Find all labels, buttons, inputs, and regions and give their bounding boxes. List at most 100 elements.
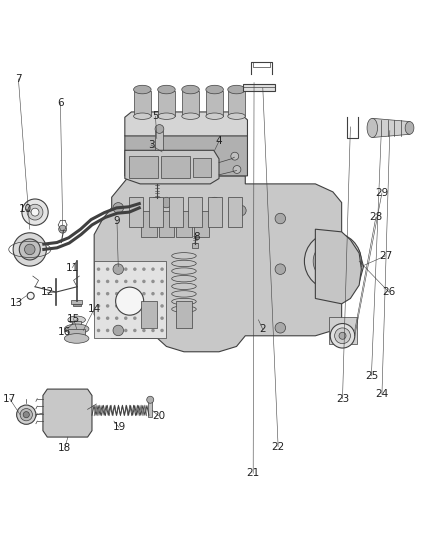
Bar bbox=[159, 211, 174, 237]
Circle shape bbox=[97, 304, 100, 308]
Ellipse shape bbox=[182, 113, 199, 119]
Bar bbox=[188, 197, 202, 227]
Circle shape bbox=[115, 304, 118, 308]
Text: 8: 8 bbox=[193, 232, 200, 241]
Circle shape bbox=[151, 329, 155, 332]
Text: 6: 6 bbox=[57, 98, 64, 108]
Text: 12: 12 bbox=[41, 287, 54, 297]
Text: 2: 2 bbox=[259, 325, 266, 334]
Bar bbox=[129, 156, 158, 178]
Circle shape bbox=[115, 268, 118, 271]
Circle shape bbox=[97, 268, 100, 271]
Text: 29: 29 bbox=[375, 188, 389, 198]
Text: 4: 4 bbox=[215, 136, 223, 146]
Circle shape bbox=[97, 280, 100, 283]
Text: 23: 23 bbox=[336, 394, 349, 403]
Text: 16: 16 bbox=[58, 327, 71, 336]
Bar bbox=[194, 211, 209, 237]
Bar bbox=[153, 197, 160, 207]
Text: 17: 17 bbox=[3, 394, 16, 403]
Circle shape bbox=[151, 268, 155, 271]
Text: 7: 7 bbox=[15, 74, 22, 84]
Circle shape bbox=[31, 208, 39, 216]
Bar bbox=[141, 211, 157, 237]
Circle shape bbox=[115, 329, 118, 332]
Circle shape bbox=[142, 329, 146, 332]
Text: 20: 20 bbox=[152, 411, 165, 421]
Bar bbox=[228, 91, 245, 116]
Text: 25: 25 bbox=[365, 371, 378, 381]
Circle shape bbox=[124, 292, 127, 295]
Circle shape bbox=[106, 292, 110, 295]
Bar bbox=[129, 197, 143, 227]
Bar bbox=[71, 300, 82, 304]
Bar bbox=[208, 197, 222, 227]
Ellipse shape bbox=[64, 334, 89, 343]
Bar bbox=[149, 197, 163, 227]
Circle shape bbox=[160, 329, 164, 332]
Circle shape bbox=[275, 264, 286, 274]
Circle shape bbox=[20, 408, 32, 421]
Circle shape bbox=[116, 287, 144, 315]
Circle shape bbox=[124, 280, 127, 283]
Bar bbox=[73, 304, 81, 306]
Circle shape bbox=[97, 292, 100, 295]
Circle shape bbox=[115, 280, 118, 283]
Polygon shape bbox=[125, 131, 247, 176]
Ellipse shape bbox=[134, 113, 151, 119]
Circle shape bbox=[124, 268, 127, 271]
Circle shape bbox=[233, 166, 241, 173]
Circle shape bbox=[209, 197, 220, 208]
Circle shape bbox=[304, 233, 361, 289]
Circle shape bbox=[142, 280, 146, 283]
Circle shape bbox=[19, 239, 40, 260]
Circle shape bbox=[133, 329, 137, 332]
Circle shape bbox=[160, 317, 164, 320]
Text: 13: 13 bbox=[10, 298, 23, 308]
Circle shape bbox=[142, 268, 146, 271]
Circle shape bbox=[133, 280, 137, 283]
Circle shape bbox=[236, 205, 246, 216]
Text: 9: 9 bbox=[113, 216, 120, 226]
Ellipse shape bbox=[68, 325, 85, 333]
Polygon shape bbox=[125, 112, 247, 136]
Bar bbox=[206, 91, 223, 116]
Bar bbox=[148, 401, 152, 417]
Circle shape bbox=[106, 280, 110, 283]
Circle shape bbox=[22, 199, 48, 225]
Circle shape bbox=[313, 241, 353, 281]
Bar bbox=[158, 91, 175, 116]
Polygon shape bbox=[94, 176, 364, 352]
Text: 21: 21 bbox=[247, 469, 260, 478]
Circle shape bbox=[151, 280, 155, 283]
Circle shape bbox=[106, 304, 110, 308]
Circle shape bbox=[17, 405, 36, 424]
Circle shape bbox=[133, 268, 137, 271]
Text: 28: 28 bbox=[369, 213, 382, 222]
Polygon shape bbox=[125, 150, 219, 184]
Ellipse shape bbox=[182, 85, 199, 94]
Ellipse shape bbox=[158, 113, 175, 119]
Circle shape bbox=[124, 304, 127, 308]
Bar bbox=[134, 91, 151, 116]
Circle shape bbox=[27, 204, 43, 220]
Circle shape bbox=[113, 264, 124, 274]
Text: 10: 10 bbox=[19, 204, 32, 214]
Bar bbox=[141, 301, 157, 328]
Circle shape bbox=[106, 317, 110, 320]
Bar bbox=[192, 243, 198, 248]
Bar bbox=[176, 301, 192, 328]
Circle shape bbox=[147, 396, 154, 403]
Circle shape bbox=[106, 329, 110, 332]
Circle shape bbox=[160, 292, 164, 295]
Circle shape bbox=[142, 304, 146, 308]
Bar bbox=[243, 84, 275, 91]
Bar bbox=[176, 211, 192, 237]
Circle shape bbox=[25, 244, 35, 255]
Polygon shape bbox=[372, 118, 410, 138]
Circle shape bbox=[160, 268, 164, 271]
Circle shape bbox=[275, 213, 286, 224]
Polygon shape bbox=[315, 229, 361, 304]
Circle shape bbox=[151, 304, 155, 308]
Text: 26: 26 bbox=[382, 287, 396, 297]
